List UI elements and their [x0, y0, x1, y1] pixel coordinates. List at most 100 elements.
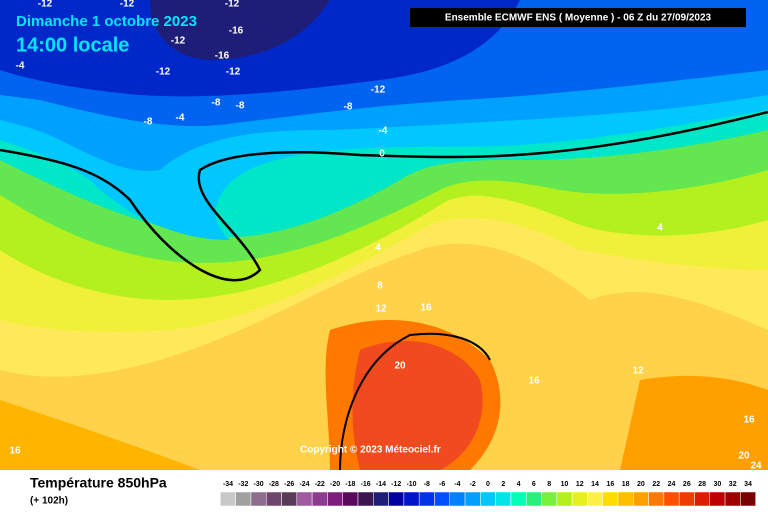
contour-label: -8	[344, 102, 353, 113]
legend-swatch	[220, 491, 236, 507]
contour-label: 16	[528, 376, 540, 387]
legend-tick-label: -28	[269, 481, 279, 488]
legend-tick-label: 0	[486, 481, 490, 488]
legend-tick-label: -18	[345, 481, 355, 488]
twenty-isotherm	[339, 332, 491, 471]
legend-tick-label: 10	[561, 481, 569, 488]
contour-label: 20	[738, 451, 750, 462]
legend-swatch	[464, 491, 481, 507]
run-info: Ensemble ECMWF ENS ( Moyenne ) - 06 Z du…	[445, 13, 712, 24]
legend-swatch	[281, 491, 298, 507]
contour-label: -12	[171, 36, 186, 47]
legend-tick-label: 14	[591, 481, 599, 488]
legend-swatch	[678, 491, 695, 507]
contour-label: -16	[215, 51, 230, 62]
contour-label: 16	[420, 303, 432, 314]
legend-swatch	[373, 491, 389, 507]
legend-tick-label: 28	[698, 481, 706, 488]
legend-tick-label: -12	[391, 481, 401, 488]
legend-swatch	[357, 491, 374, 507]
color-legend: -34 -32 -30 -28 -26 -24 -22 -20 -18 -16 -14 -12 -10-…	[220, 481, 756, 507]
contour-label: 8	[377, 281, 383, 292]
legend-swatch	[648, 491, 665, 507]
legend-swatch	[403, 491, 420, 507]
contour-label: 20	[394, 361, 406, 372]
legend-swatch	[449, 491, 466, 507]
contour-label: 16	[743, 415, 755, 426]
legend-swatch	[434, 491, 451, 507]
legend-tick-label: -26	[284, 481, 294, 488]
time: 14:00 locale	[16, 34, 129, 56]
legend-swatch	[327, 491, 343, 507]
contour-label: -12	[371, 85, 386, 96]
contour-label: 16	[9, 446, 21, 457]
legend-swatch	[510, 491, 527, 507]
legend-swatch	[418, 491, 435, 507]
legend-swatch	[587, 491, 603, 507]
legend-swatch	[525, 491, 542, 507]
legend-tick-label: -14	[376, 481, 386, 488]
legend-tick-label: -2	[470, 481, 476, 488]
legend-tick-label: -20	[330, 481, 340, 488]
legend-tick-label: -16	[361, 481, 371, 488]
legend-tick-label: 26	[683, 481, 691, 488]
legend-tick-label: 30	[714, 481, 722, 488]
legend-tick-label: 16	[606, 481, 614, 488]
legend-tick-label: 4	[517, 481, 521, 488]
legend-tick-label: -8	[424, 481, 430, 488]
footer-subtitle: (+ 102h)	[30, 496, 68, 507]
legend-swatch	[663, 491, 680, 507]
legend-swatch	[541, 491, 558, 507]
legend-swatch	[388, 491, 405, 507]
contour-label: -4	[176, 113, 185, 124]
legend-swatch	[694, 491, 711, 507]
legend-tick-label: 22	[652, 481, 660, 488]
legend-tick-label: -34	[223, 481, 233, 488]
legend-swatch	[250, 491, 267, 507]
contour-label: 0	[379, 149, 385, 160]
legend-tick-label: -10	[406, 481, 416, 488]
legend-tick-label: 8	[547, 481, 551, 488]
legend-swatch	[556, 491, 573, 507]
legend-swatch	[311, 491, 328, 507]
contour-label: -12	[156, 67, 171, 78]
temperature-field	[0, 0, 768, 471]
contour-label: -16	[229, 26, 244, 37]
band	[620, 375, 768, 470]
legend-tick-label: 12	[576, 481, 584, 488]
zero-isotherm	[0, 110, 768, 282]
legend-swatch	[709, 491, 726, 507]
contour-label: 12	[632, 366, 644, 377]
contour-label: 4	[657, 223, 663, 234]
contour-labels: -12 -12 -12 -16 -12 -4 -16 -12 -12 -12 -8 -8 -8 -8 -4 -…	[9, 0, 762, 472]
contour-label: 24	[750, 461, 762, 472]
legend-tick-label: 32	[729, 481, 737, 488]
run-box	[410, 8, 746, 27]
contour-label: -12	[226, 67, 241, 78]
contour-label: -4	[379, 126, 388, 137]
legend-swatch	[342, 491, 359, 507]
legend-swatch	[265, 491, 282, 507]
contour-label: -12	[225, 0, 240, 10]
legend-swatch	[617, 491, 634, 507]
legend-swatch	[740, 491, 756, 507]
contour-label: 12	[375, 304, 387, 315]
copyright: Copyright © 2023 Méteociel.fr	[300, 445, 441, 456]
band	[0, 400, 200, 470]
legend-tick-label: 20	[637, 481, 645, 488]
contour-label: -8	[212, 98, 221, 109]
legend-tick-label: 18	[622, 481, 630, 488]
legend-swatch	[602, 491, 619, 507]
band	[150, 0, 330, 61]
contour-label: 4	[375, 243, 381, 254]
legend-swatch	[235, 491, 252, 507]
date: Dimanche 1 octobre 2023	[16, 13, 197, 30]
legend-swatch	[571, 491, 588, 507]
legend-tick-label: 6	[532, 481, 536, 488]
contour-label: -8	[236, 101, 245, 112]
contour-label: -8	[144, 117, 153, 128]
legend-swatch	[633, 491, 649, 507]
legend-tick-label: 24	[668, 481, 676, 488]
contour-label: -12	[38, 0, 53, 10]
